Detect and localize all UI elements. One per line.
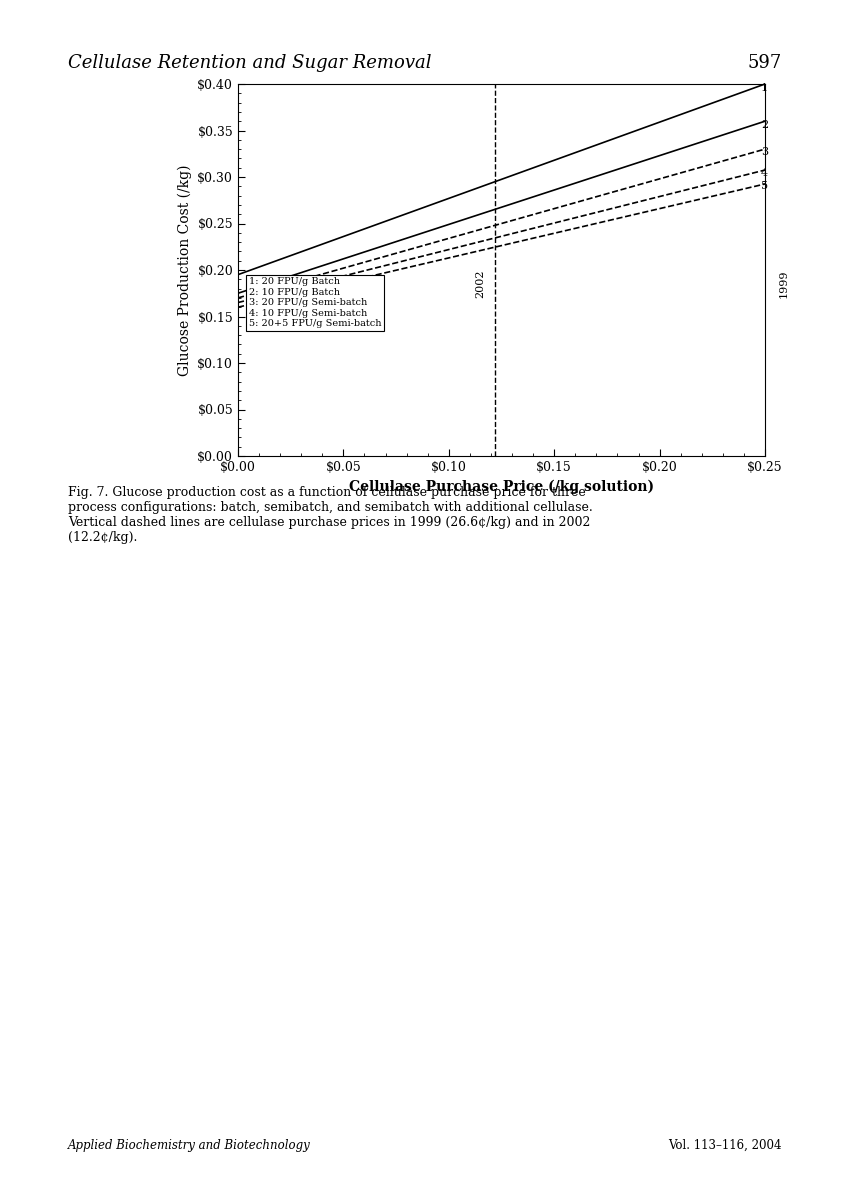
Text: 5: 5 <box>761 181 768 192</box>
Text: 2: 2 <box>761 120 768 130</box>
Text: Fig. 7. Glucose production cost as a function of cellulase purchase price for th: Fig. 7. Glucose production cost as a fun… <box>68 486 592 544</box>
Text: 1999: 1999 <box>779 269 789 298</box>
X-axis label: Cellulase Purchase Price (/kg solution): Cellulase Purchase Price (/kg solution) <box>349 480 654 494</box>
Text: 1: 20 FPU/g Batch
2: 10 FPU/g Batch
3: 20 FPU/g Semi-batch
4: 10 FPU/g Semi-batc: 1: 20 FPU/g Batch 2: 10 FPU/g Batch 3: 2… <box>248 277 381 328</box>
Text: Cellulase Retention and Sugar Removal: Cellulase Retention and Sugar Removal <box>68 54 432 72</box>
Text: 597: 597 <box>748 54 782 72</box>
Text: Vol. 113–116, 2004: Vol. 113–116, 2004 <box>668 1139 782 1152</box>
Text: 3: 3 <box>761 148 768 157</box>
Text: 2002: 2002 <box>475 269 485 298</box>
Text: 1: 1 <box>761 83 768 92</box>
Text: 4: 4 <box>761 168 768 178</box>
Y-axis label: Glucose Production Cost (/kg): Glucose Production Cost (/kg) <box>178 164 192 376</box>
Text: Applied Biochemistry and Biotechnology: Applied Biochemistry and Biotechnology <box>68 1139 311 1152</box>
